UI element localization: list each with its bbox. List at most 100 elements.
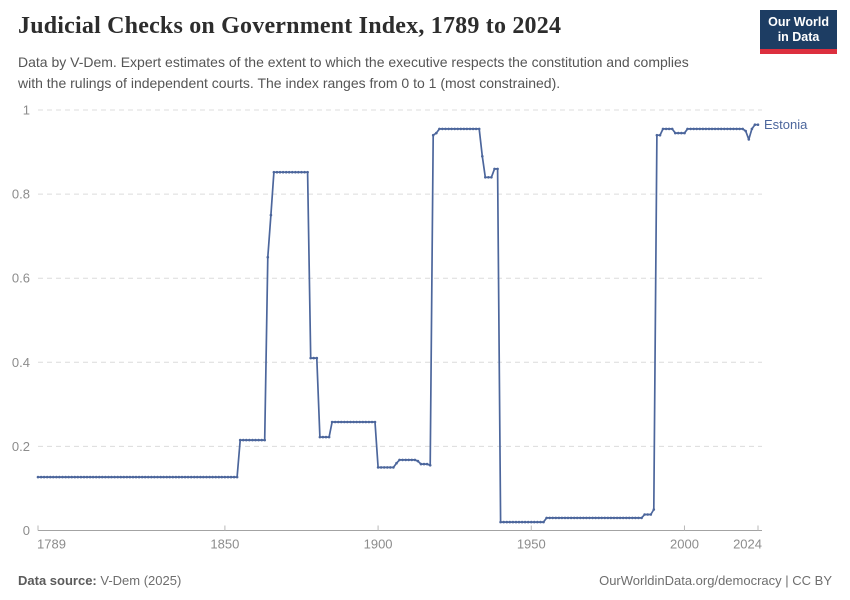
data-point (122, 475, 126, 479)
data-point (364, 420, 368, 424)
data-point (183, 475, 187, 479)
entity-label-estonia[interactable]: Estonia (764, 117, 808, 132)
chart-subtitle-line2: with the rulings of independent courts. … (18, 75, 561, 91)
data-point (337, 420, 340, 424)
data-point (278, 170, 282, 174)
data-point (134, 475, 138, 479)
data-point (453, 127, 457, 131)
data-point (91, 475, 95, 479)
data-point (373, 420, 377, 424)
data-point (159, 475, 162, 479)
data-point (435, 131, 438, 135)
data-point (82, 475, 86, 479)
data-point (554, 516, 558, 520)
data-point (609, 516, 613, 520)
data-point (738, 127, 741, 131)
data-point (45, 475, 49, 479)
data-point (631, 516, 634, 520)
data-point (125, 475, 129, 479)
data-point (232, 475, 236, 479)
data-point (456, 127, 460, 131)
data-point (235, 475, 239, 479)
x-axis-tick-label: 2000 (670, 537, 699, 552)
data-point (269, 213, 273, 217)
x-axis-tick-label: 1900 (364, 537, 393, 552)
data-point (505, 520, 509, 524)
data-point (211, 475, 214, 479)
data-point (686, 127, 689, 131)
estonia-line[interactable] (37, 123, 759, 523)
estonia-series[interactable] (36, 123, 760, 524)
data-point (76, 475, 80, 479)
data-point (281, 170, 285, 174)
credit-url-link[interactable]: OurWorldinData.org/democracy (599, 573, 782, 588)
data-point (689, 127, 692, 131)
data-point (238, 438, 242, 442)
owid-logo-line2: in Data (777, 30, 820, 44)
data-point (214, 475, 217, 479)
data-point (199, 475, 202, 479)
data-point (701, 127, 705, 131)
data-point (465, 127, 469, 131)
data-point (649, 513, 653, 516)
data-point (217, 475, 221, 479)
data-point (85, 475, 89, 479)
data-point (367, 420, 371, 424)
data-point (508, 520, 512, 524)
data-point (490, 176, 493, 179)
data-point (404, 458, 408, 462)
data-point (667, 127, 671, 131)
data-point (349, 420, 352, 424)
data-point (196, 475, 199, 479)
data-point (36, 475, 40, 479)
series-labels: Estonia (764, 117, 808, 132)
data-point (64, 475, 67, 479)
data-point (263, 438, 267, 442)
owid-logo[interactable]: Our World in Data (760, 10, 837, 54)
data-point (330, 420, 334, 424)
data-point (248, 438, 251, 442)
data-point (594, 516, 597, 520)
data-point (481, 155, 484, 158)
data-point (128, 475, 132, 479)
data-point (284, 170, 288, 174)
credit-line: OurWorldinData.org/democracy | CC BY (599, 573, 832, 588)
data-point (291, 170, 294, 174)
x-axis-tick-label: 2024 (733, 537, 762, 552)
data-point (358, 420, 362, 424)
data-point (658, 133, 662, 137)
data-point (49, 475, 52, 479)
data-point (395, 461, 398, 465)
data-point (370, 420, 374, 424)
data-point (511, 520, 515, 524)
data-point (70, 475, 73, 479)
data-point (101, 475, 104, 479)
x-axis-tick-label: 1789 (37, 537, 66, 552)
data-point (585, 516, 588, 520)
data-point (484, 176, 487, 179)
data-point (560, 516, 564, 520)
data-point (94, 475, 98, 479)
y-axis-tick-label: 0.4 (12, 355, 30, 370)
data-point (416, 459, 420, 463)
data-point (499, 520, 502, 524)
data-point (603, 516, 607, 520)
data-point (450, 127, 453, 131)
data-point (523, 520, 527, 524)
data-point (548, 516, 551, 520)
data-point (695, 127, 698, 131)
data-point (55, 475, 58, 479)
data-point (468, 127, 472, 131)
data-source-value: V-Dem (2025) (96, 573, 182, 588)
data-point (386, 466, 389, 469)
data-point (674, 131, 677, 135)
data-point (257, 438, 260, 442)
data-point (637, 516, 640, 520)
data-point (606, 516, 610, 520)
data-point (58, 475, 61, 479)
data-point (661, 127, 665, 131)
data-point (410, 458, 414, 462)
y-axis-tick-label: 0.8 (12, 187, 30, 202)
data-point (741, 127, 744, 131)
